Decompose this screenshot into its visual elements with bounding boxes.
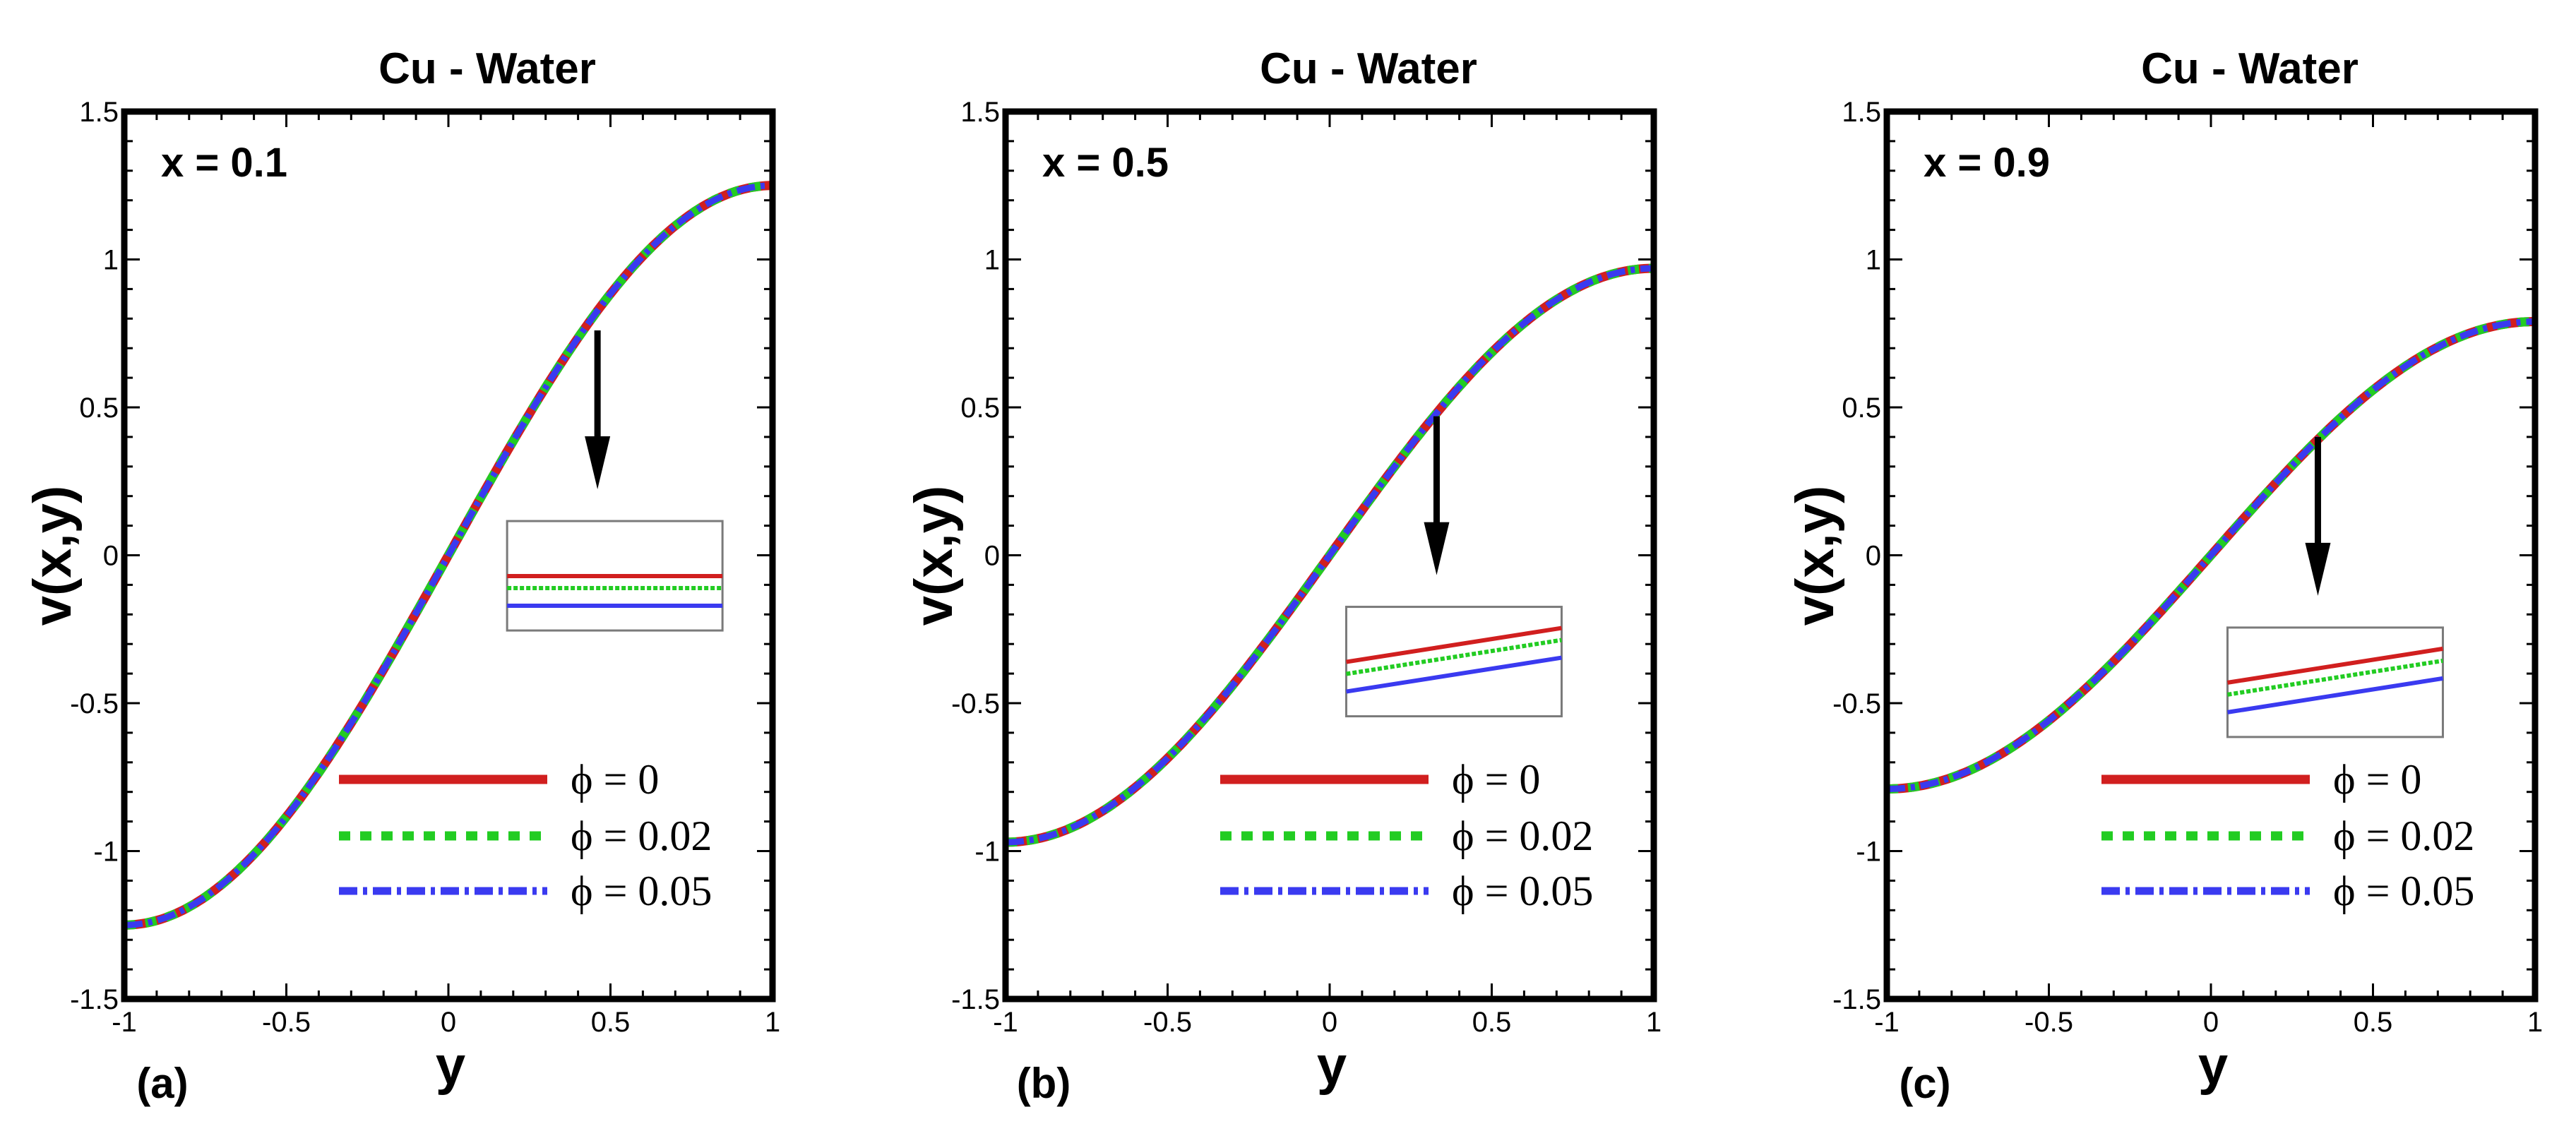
- x-tick-label: -1: [112, 1007, 137, 1038]
- y-tick-label: -1.5: [70, 984, 119, 1015]
- chart-title: Cu - Water: [378, 44, 596, 93]
- panel-a: Cu - Water x = 0.1 (a) y v(x,y) -1 -0.5 …: [23, 44, 780, 1107]
- x-tick-label: -1: [1874, 1007, 1900, 1038]
- inset-line-phi-0-02: [2227, 658, 2443, 697]
- x-tick-label: 0: [441, 1007, 456, 1038]
- y-tick-label: -1.5: [1832, 984, 1881, 1015]
- x-tick-label: 0: [2203, 1007, 2219, 1038]
- series-line-phi-0-05: [124, 182, 773, 928]
- x-tick-label: 0.5: [2354, 1007, 2393, 1038]
- y-tick-label: 0: [1866, 541, 1881, 572]
- legend-label-phi-0: ϕ = 0: [1452, 756, 1540, 803]
- legend: ϕ = 0 ϕ = 0.02 ϕ = 0.05: [1452, 756, 1593, 914]
- panel-label: (a): [136, 1060, 188, 1107]
- inset-line-phi-0-02: [1346, 638, 1562, 676]
- x-tick-label: 1: [2527, 1007, 2543, 1038]
- position-annotation: x = 0.5: [1042, 140, 1169, 186]
- x-tick-labels: -1 -0.5 0 0.5 1: [993, 1007, 1662, 1038]
- inset-line-phi-0: [2227, 646, 2443, 685]
- legend-label-phi-0-02: ϕ = 0.02: [2333, 813, 2474, 859]
- legend-label-phi-0: ϕ = 0: [571, 756, 659, 803]
- chart-title: Cu - Water: [1260, 44, 1477, 93]
- y-tick-label: 0: [984, 541, 1000, 572]
- y-tick-label: -0.5: [70, 688, 119, 719]
- panel-label: (b): [1017, 1060, 1071, 1107]
- y-tick-label: 1.5: [960, 97, 1000, 128]
- y-axis-label: v(x,y): [1785, 486, 1845, 626]
- y-axis-label: v(x,y): [904, 486, 964, 626]
- panel-label: (c): [1899, 1060, 1950, 1107]
- inset-line-phi-0-05: [1346, 655, 1562, 694]
- legend-label-phi-0-05: ϕ = 0.05: [1452, 868, 1593, 914]
- y-tick-label: -1: [1856, 837, 1881, 868]
- y-tick-labels: 1.5 1 0.5 0 -0.5 -1 -1.5: [1832, 97, 1881, 1015]
- y-tick-label: -1.5: [951, 984, 1000, 1015]
- x-tick-labels: -1 -0.5 0 0.5 1: [1874, 1007, 2543, 1038]
- series-line-phi-0-05: [1887, 318, 2535, 792]
- zoom-arrow-head: [1424, 522, 1450, 575]
- x-tick-label: 0.5: [591, 1007, 631, 1038]
- x-tick-label: -0.5: [2025, 1007, 2073, 1038]
- x-tick-label: -1: [993, 1007, 1018, 1038]
- y-tick-label: 1: [1866, 245, 1881, 276]
- x-tick-label: -0.5: [262, 1007, 311, 1038]
- series-line-phi-0-05: [1006, 265, 1654, 846]
- panel-c: Cu - Water x = 0.9 (c) y v(x,y) -1 -0.5 …: [1785, 44, 2543, 1107]
- y-tick-label: 0.5: [79, 393, 119, 424]
- zoom-arrow-head: [585, 436, 611, 490]
- y-tick-label: -0.5: [1832, 688, 1881, 719]
- y-tick-label: -1: [93, 837, 119, 868]
- x-tick-label: 1: [1646, 1007, 1662, 1038]
- legend-label-phi-0: ϕ = 0: [2333, 756, 2421, 803]
- plot-frame: [1883, 108, 2539, 1003]
- y-tick-label: 1: [984, 245, 1000, 276]
- y-tick-label: 0: [103, 541, 119, 572]
- y-tick-label: 1: [103, 245, 119, 276]
- position-annotation: x = 0.1: [161, 140, 287, 186]
- plot-frame: [121, 108, 776, 1003]
- legend-label-phi-0-02: ϕ = 0.02: [571, 813, 712, 859]
- x-axis-label: y: [436, 1036, 465, 1096]
- legend-label-phi-0-05: ϕ = 0.05: [571, 868, 712, 914]
- chart-title: Cu - Water: [2141, 44, 2359, 93]
- legend: ϕ = 0 ϕ = 0.02 ϕ = 0.05: [2333, 756, 2474, 914]
- x-tick-label: 0.5: [1472, 1007, 1512, 1038]
- legend-label-phi-0-02: ϕ = 0.02: [1452, 813, 1593, 859]
- x-axis-label: y: [2198, 1036, 2228, 1096]
- x-tick-label: 0: [1322, 1007, 1337, 1038]
- x-tick-labels: -1 -0.5 0 0.5 1: [112, 1007, 780, 1038]
- zoom-arrow-head: [2305, 542, 2331, 596]
- y-tick-label: 1.5: [1842, 97, 1881, 128]
- y-tick-label: 0.5: [960, 393, 1000, 424]
- legend: ϕ = 0 ϕ = 0.02 ϕ = 0.05: [571, 756, 712, 914]
- plot-frame: [1002, 108, 1657, 1003]
- inset-line-phi-0-05: [2227, 676, 2443, 714]
- y-tick-label: 0.5: [1842, 393, 1881, 424]
- x-tick-label: -0.5: [1143, 1007, 1192, 1038]
- x-axis-label: y: [1317, 1036, 1347, 1096]
- position-annotation: x = 0.9: [1924, 140, 2050, 186]
- y-tick-labels: 1.5 1 0.5 0 -0.5 -1 -1.5: [70, 97, 119, 1015]
- y-tick-label: 1.5: [79, 97, 119, 128]
- y-tick-labels: 1.5 1 0.5 0 -0.5 -1 -1.5: [951, 97, 1000, 1015]
- y-tick-label: -0.5: [951, 688, 1000, 719]
- inset-line-phi-0: [1346, 626, 1562, 664]
- legend-label-phi-0-05: ϕ = 0.05: [2333, 868, 2474, 914]
- y-tick-label: -1: [974, 837, 1000, 868]
- panel-b: Cu - Water x = 0.5 (b) y v(x,y) -1 -0.5 …: [904, 44, 1662, 1107]
- y-axis-label: v(x,y): [23, 486, 83, 626]
- x-tick-label: 1: [765, 1007, 780, 1038]
